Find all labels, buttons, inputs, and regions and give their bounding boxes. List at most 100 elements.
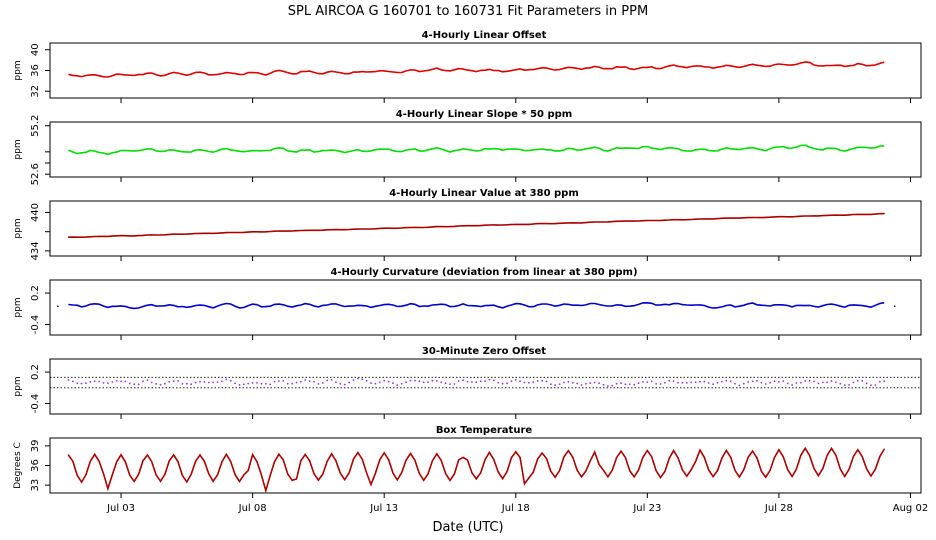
data-point bbox=[598, 221, 600, 223]
data-point bbox=[230, 231, 232, 234]
data-point bbox=[181, 474, 183, 477]
data-point bbox=[76, 236, 78, 238]
data-point bbox=[370, 382, 372, 385]
data-point bbox=[435, 380, 438, 382]
data-point bbox=[81, 481, 83, 483]
data-point bbox=[348, 228, 350, 231]
data-point bbox=[396, 227, 398, 229]
data-point bbox=[93, 380, 96, 382]
data-point bbox=[510, 457, 512, 459]
ylabel-linear-value: ppm bbox=[13, 218, 23, 238]
data-point bbox=[313, 473, 315, 475]
data-point bbox=[506, 471, 508, 473]
data-point bbox=[655, 470, 657, 472]
data-point bbox=[866, 213, 868, 215]
data-point bbox=[602, 383, 605, 386]
data-point bbox=[436, 453, 438, 455]
data-point bbox=[252, 454, 254, 456]
data-point bbox=[462, 456, 464, 458]
data-point bbox=[331, 453, 333, 455]
data-point bbox=[580, 384, 583, 386]
data-point bbox=[414, 459, 416, 461]
data-point bbox=[703, 218, 705, 220]
data-point bbox=[804, 380, 807, 382]
figure-title: SPL AIRCOA G 160701 to 160731 Fit Parame… bbox=[288, 4, 648, 19]
data-point bbox=[528, 477, 530, 479]
data-point bbox=[804, 447, 806, 449]
data-point bbox=[878, 380, 881, 383]
data-point bbox=[861, 380, 864, 382]
data-point bbox=[291, 382, 293, 385]
data-point bbox=[265, 231, 267, 233]
data-point bbox=[159, 234, 162, 236]
data-point bbox=[655, 219, 657, 222]
data-point bbox=[703, 380, 706, 383]
data-point bbox=[260, 382, 263, 385]
data-point bbox=[822, 468, 824, 470]
data-point bbox=[743, 469, 745, 471]
data-point bbox=[769, 469, 771, 471]
data-point bbox=[602, 469, 605, 471]
data-point bbox=[142, 380, 144, 383]
data-point bbox=[624, 220, 627, 222]
data-point bbox=[708, 218, 710, 220]
data-point bbox=[598, 463, 600, 466]
data-point bbox=[585, 222, 587, 224]
data-point bbox=[664, 381, 666, 384]
data-point bbox=[361, 458, 363, 460]
data-point bbox=[567, 222, 570, 224]
data-point bbox=[629, 220, 631, 222]
data-point bbox=[475, 381, 478, 384]
data-point bbox=[195, 232, 197, 235]
data-point bbox=[172, 380, 175, 383]
data-point bbox=[479, 380, 482, 383]
data-point bbox=[344, 479, 346, 481]
data-point bbox=[418, 380, 421, 383]
data-point bbox=[409, 452, 412, 455]
y-tick-label: 36 bbox=[30, 64, 41, 77]
data-point bbox=[624, 383, 627, 386]
ylabel-curvature: ppm bbox=[13, 297, 23, 317]
data-point bbox=[313, 380, 315, 383]
data-point bbox=[453, 383, 456, 385]
data-point bbox=[804, 215, 806, 217]
data-point bbox=[681, 469, 684, 471]
data-point bbox=[545, 380, 548, 383]
data-point bbox=[532, 223, 534, 225]
data-point bbox=[278, 453, 280, 455]
data-point bbox=[264, 382, 267, 385]
data-point bbox=[286, 382, 289, 385]
data-point bbox=[427, 473, 429, 475]
ylabel-linear-slope: ppm bbox=[13, 139, 23, 159]
data-point bbox=[291, 230, 293, 232]
data-point bbox=[128, 382, 131, 385]
data-point bbox=[716, 218, 719, 220]
data-point bbox=[650, 380, 653, 383]
data-point bbox=[659, 219, 662, 222]
data-point bbox=[273, 380, 276, 383]
data-point bbox=[186, 481, 188, 483]
data-point bbox=[203, 460, 205, 462]
data-point bbox=[343, 383, 346, 386]
data-point bbox=[111, 474, 113, 476]
data-point bbox=[633, 476, 635, 478]
data-point bbox=[427, 226, 429, 228]
y-tick-label: 33 bbox=[30, 479, 41, 492]
data-point bbox=[782, 380, 785, 382]
data-point bbox=[738, 217, 741, 219]
data-point bbox=[835, 454, 837, 456]
data-point bbox=[493, 224, 495, 226]
data-point bbox=[554, 476, 556, 478]
data-point bbox=[94, 235, 96, 238]
data-point bbox=[699, 218, 701, 220]
data-point bbox=[488, 224, 490, 226]
data-point bbox=[844, 475, 846, 477]
data-point bbox=[742, 382, 745, 385]
data-point bbox=[440, 459, 442, 461]
data-point bbox=[287, 473, 289, 475]
x-tick-label: Jul 18 bbox=[501, 503, 530, 514]
data-point bbox=[194, 381, 197, 384]
series-line bbox=[68, 61, 885, 78]
data-point bbox=[716, 381, 719, 384]
data-point bbox=[273, 230, 276, 232]
